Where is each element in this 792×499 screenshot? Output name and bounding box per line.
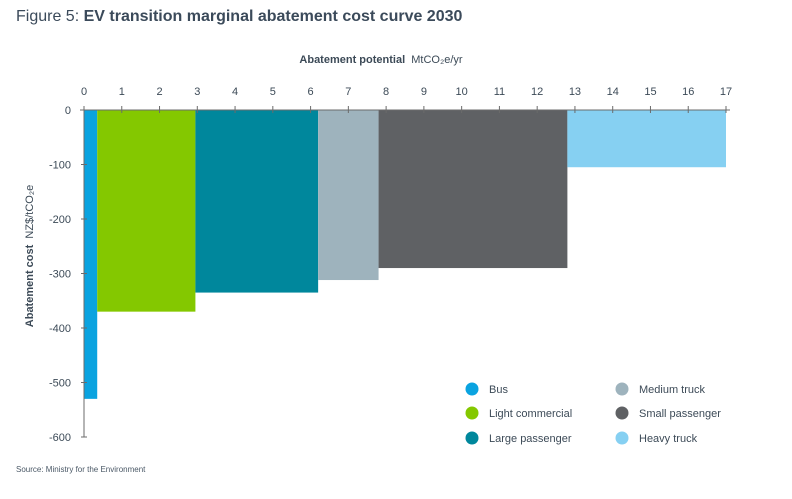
- legend-swatch: [615, 406, 629, 420]
- x-axis-unit: MtCO₂e/yr: [411, 54, 463, 66]
- x-tick-label: 10: [456, 86, 468, 98]
- legend-swatch: [465, 406, 479, 420]
- y-tick-label: -600: [49, 432, 71, 444]
- legend-swatch: [465, 382, 479, 396]
- x-tick-label: 12: [531, 86, 543, 98]
- y-tick-label: -200: [49, 214, 71, 226]
- bar-large-passenger: [195, 110, 319, 293]
- x-tick-label: 9: [421, 86, 427, 98]
- x-tick-label: 8: [383, 86, 389, 98]
- x-tick-label: 6: [308, 86, 314, 98]
- legend-label: Medium truck: [639, 384, 706, 396]
- x-axis-label: Abatement potential: [299, 54, 406, 66]
- bar-heavy-truck: [567, 110, 726, 168]
- y-tick-label: -100: [49, 160, 71, 172]
- x-tick-label: 13: [569, 86, 581, 98]
- legend-label: Bus: [489, 384, 508, 396]
- x-tick-label: 0: [81, 86, 87, 98]
- legend-label: Heavy truck: [639, 433, 698, 445]
- figure-title: Figure 5: EV transition marginal abateme…: [16, 8, 462, 26]
- legend-label: Large passenger: [489, 433, 572, 445]
- legend-swatch: [465, 431, 479, 445]
- bar-light-commercial: [97, 110, 196, 312]
- figure-title-text: EV transition marginal abatement cost cu…: [83, 8, 463, 25]
- x-tick-label: 1: [119, 86, 125, 98]
- x-tick-label: 11: [494, 86, 505, 98]
- y-tick-label: -300: [49, 269, 71, 281]
- bar-small-passenger: [378, 110, 568, 269]
- x-tick-label: 16: [682, 86, 694, 98]
- bar-medium-truck: [318, 110, 379, 281]
- bar-bus: [84, 110, 98, 399]
- figure-number: Figure 5:: [16, 8, 84, 25]
- x-tick-label: 5: [270, 86, 276, 98]
- y-tick-label: 0: [65, 105, 71, 117]
- source-note: Source: Ministry for the Environment: [16, 465, 146, 474]
- x-axis-title: Abatement potential MtCO₂e/yr: [0, 54, 762, 66]
- legend-swatch: [615, 431, 629, 445]
- x-tick-label: 17: [720, 86, 732, 98]
- legend-label: Light commercial: [489, 408, 572, 420]
- x-tick-label: 15: [644, 86, 656, 98]
- x-tick-label: 7: [345, 86, 351, 98]
- x-tick-label: 14: [607, 86, 619, 98]
- y-tick-label: -500: [49, 378, 71, 390]
- x-tick-label: 3: [194, 86, 200, 98]
- legend-label: Small passenger: [639, 408, 721, 420]
- x-tick-label: 4: [232, 86, 238, 98]
- legend-swatch: [615, 382, 629, 396]
- y-tick-label: -400: [49, 323, 71, 335]
- x-tick-label: 2: [156, 86, 162, 98]
